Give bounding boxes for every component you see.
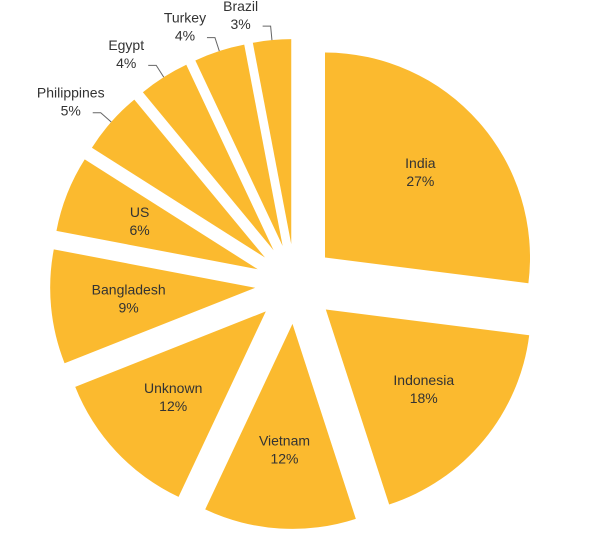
- pie-slice: [56, 159, 258, 270]
- slice-value-label: 12%: [159, 398, 187, 414]
- slice-value-label: 12%: [270, 450, 298, 466]
- leader-line: [206, 37, 220, 52]
- slice-label: Egypt: [108, 37, 144, 53]
- slice-label: Brazil: [223, 0, 258, 14]
- pie-slice: [205, 323, 356, 529]
- slice-value-label: 9%: [119, 299, 139, 315]
- leader-line: [262, 25, 273, 41]
- pie-slice: [50, 249, 256, 364]
- slice-value-label: 4%: [116, 55, 136, 71]
- slice-label: Bangladesh: [92, 281, 166, 297]
- slice-value-label: 4%: [175, 27, 195, 43]
- slice-label: Unknown: [144, 380, 202, 396]
- pie-slice: [325, 309, 530, 505]
- slice-label: Indonesia: [393, 372, 454, 388]
- pie-slice: [325, 52, 531, 284]
- pie-slice: [91, 99, 265, 258]
- slice-value-label: 3%: [231, 16, 251, 32]
- slice-label: Turkey: [164, 9, 206, 25]
- slice-label: US: [130, 204, 149, 220]
- slice-label: India: [405, 155, 436, 171]
- slice-label: Vietnam: [259, 432, 310, 448]
- slice-value-label: 5%: [61, 102, 81, 118]
- pie-slice: [75, 311, 266, 497]
- slice-value-label: 27%: [406, 173, 434, 189]
- slice-value-label: 6%: [130, 222, 150, 238]
- pie-slice: [252, 39, 292, 245]
- pie-slice: [142, 64, 274, 251]
- slice-label: Philippines: [37, 84, 105, 100]
- leader-line: [148, 64, 165, 78]
- pie-slice: [195, 44, 283, 246]
- leader-line: [92, 112, 112, 123]
- slice-value-label: 18%: [410, 390, 438, 406]
